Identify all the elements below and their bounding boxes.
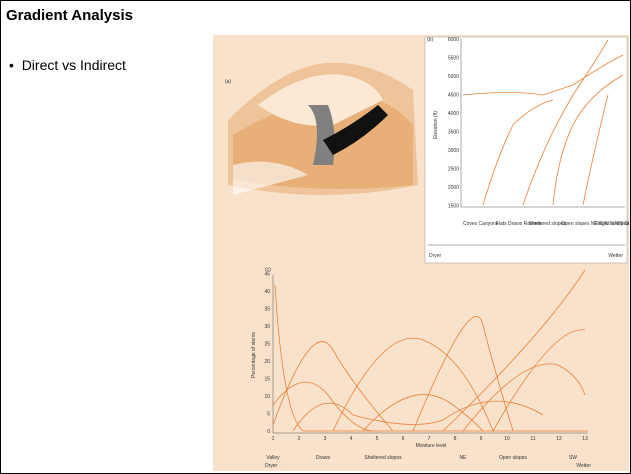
gradient-label: Wetter	[608, 253, 623, 259]
tick-label: 8	[454, 436, 457, 442]
tick-label: 3500	[448, 130, 459, 136]
tick-label: 12	[556, 436, 562, 442]
slide: Gradient Analysis • Direct vs Indirect (…	[0, 0, 631, 474]
bullet: • Direct vs Indirect	[9, 57, 126, 73]
tick-label: 5000	[448, 74, 459, 80]
tick-label: 4500	[448, 93, 459, 99]
tick-label: 5	[376, 436, 379, 442]
bullet-text: Direct vs Indirect	[22, 57, 126, 73]
panel-label: (b)	[427, 37, 433, 43]
position-label: Draws	[316, 455, 331, 461]
tick-label: 40	[264, 289, 270, 295]
tick-label: 2	[298, 436, 301, 442]
column-label: Coves Canyons	[463, 221, 499, 227]
position-label: Open slopes	[499, 455, 528, 461]
tick-label: 5	[267, 412, 270, 418]
tick-label: 11	[530, 436, 535, 442]
tick-label: 25	[264, 342, 270, 348]
position-label: SW	[569, 455, 577, 461]
tick-label: 6	[402, 436, 405, 442]
tick-label: 2500	[448, 167, 459, 173]
tick-label: 1500	[448, 204, 459, 210]
tick-label: 2000	[448, 185, 459, 191]
tick-label: 15	[264, 377, 270, 383]
position-label: Valley	[266, 455, 280, 461]
tick-label: 35	[264, 307, 270, 313]
tick-label: 1	[272, 436, 275, 442]
tick-label: 0	[267, 429, 270, 435]
axis-label: Moisture level	[416, 443, 447, 449]
tick-label: 30	[264, 324, 270, 330]
tick-label: 3000	[448, 148, 459, 154]
tick-label: 4000	[448, 111, 459, 117]
tick-label: 10	[504, 436, 510, 442]
gradient-label: Dryer	[265, 463, 278, 469]
axis-label: Elevation (ft)	[433, 111, 439, 139]
column-label: Ridges and peaks	[594, 221, 629, 227]
tick-label: 4	[350, 436, 353, 442]
tick-label: 7	[428, 436, 431, 442]
panel-label: (a)	[225, 79, 231, 85]
tick-label: 10	[264, 394, 270, 400]
tick-label: 45	[264, 272, 270, 278]
tick-label: 20	[264, 359, 270, 365]
gradient-label: Wetter	[576, 463, 591, 469]
tick-label: 13	[582, 436, 588, 442]
figure: (a) (b) Elevation (ft) Dryer Wetter 6000…	[213, 35, 629, 471]
position-label: NE	[460, 455, 468, 461]
tick-label: 5500	[448, 56, 459, 62]
position-label: Sheltered slopes	[364, 455, 402, 461]
tick-label: 6000	[448, 37, 459, 43]
slide-title: Gradient Analysis	[6, 7, 133, 24]
axis-label: Percentage of stems	[251, 332, 257, 378]
tick-label: 9	[480, 436, 483, 442]
gradient-label: Dryer	[429, 253, 442, 259]
tick-label: 3	[324, 436, 327, 442]
